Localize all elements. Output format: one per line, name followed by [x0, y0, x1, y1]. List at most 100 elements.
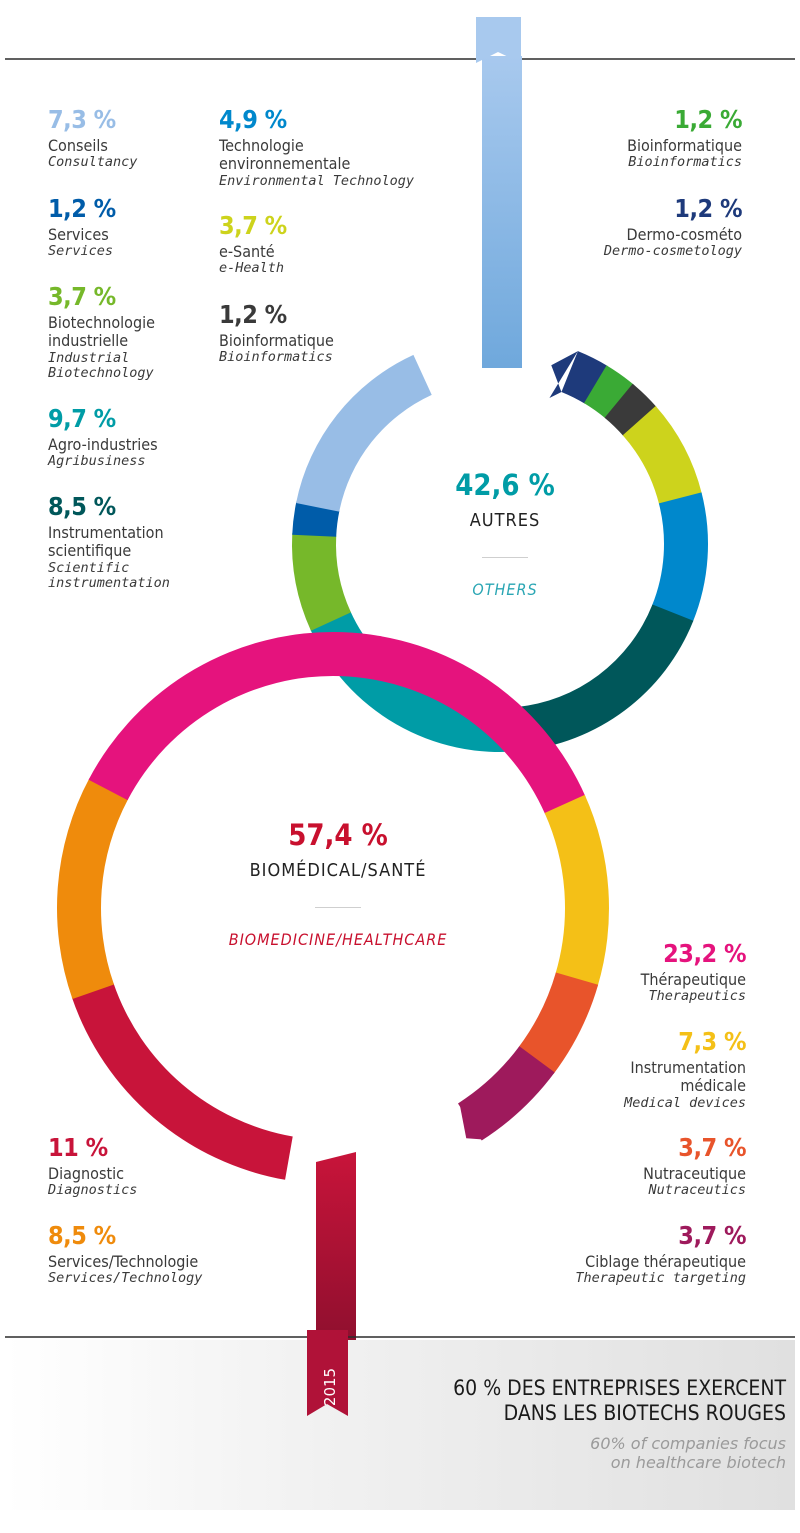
label-en: Bioinformatics	[628, 154, 742, 171]
label-en: Scientific instrumentation	[48, 559, 170, 592]
label-diagnostic: 11 % Diagnostic Diagnostics	[48, 1133, 138, 1199]
label-fr: Bioinformatique	[219, 330, 334, 350]
label-instrumentation-medicale: 7,3 % Instrumentation médicale Medical d…	[624, 1027, 746, 1111]
label-en: e-Health	[219, 260, 285, 277]
label-pct: 3,7 %	[678, 1221, 746, 1250]
biomed-segment-5	[457, 1046, 555, 1141]
autres-center: 42,6 % AUTRES OTHERS	[400, 468, 610, 599]
label-agro-industries: 9,7 % Agro-industries Agribusiness	[48, 404, 158, 470]
autres-title: AUTRES	[469, 510, 541, 531]
biomed-segment-3	[544, 794, 610, 987]
top-ribbon	[476, 17, 522, 368]
label-en: Nutraceutics	[648, 1182, 746, 1199]
label-fr: Nutraceutique	[643, 1163, 746, 1183]
label-pct: 7,3 %	[678, 1027, 746, 1056]
footer-panel	[5, 1340, 795, 1510]
label-pct: 8,5 %	[48, 1221, 116, 1250]
label-en: Medical devices	[624, 1094, 746, 1111]
label-fr: e-Santé	[219, 241, 275, 261]
label-pct: 7,3 %	[48, 105, 116, 134]
footer-title: 60 % DES ENTREPRISES EXERCENT DANS LES B…	[453, 1376, 786, 1426]
label-services: 1,2 % Services Services	[48, 194, 116, 260]
label-en: Services/Technology	[48, 1270, 203, 1287]
label-pct: 11 %	[48, 1133, 108, 1162]
label-dermo-cosmeto: 1,2 % Dermo-cosméto Dermo-cosmetology	[603, 194, 743, 260]
biomed-center: 57,4 % BIOMÉDICAL/SANTÉ BIOMEDICINE/HEAL…	[193, 818, 483, 949]
autres-segment-2	[604, 383, 657, 437]
label-e-sante: 3,7 % e-Santé e-Health	[219, 211, 287, 277]
label-en: Therapeutics	[648, 988, 746, 1005]
autres-segment-7	[291, 533, 351, 631]
label-fr: Thérapeutique	[640, 969, 746, 989]
autres-arrow-tip	[549, 351, 578, 398]
biomed-rule	[315, 907, 361, 908]
label-instrumentation-scientifique: 8,5 % Instrumentation scientifique Scien…	[48, 492, 170, 592]
label-pct: 1,2 %	[48, 194, 116, 223]
label-fr: Services/Technologie	[48, 1251, 199, 1271]
footer-ribbon	[307, 1330, 348, 1416]
label-fr: Technologie environnementale	[219, 135, 351, 174]
label-en: Agribusiness	[48, 453, 146, 470]
label-conseils: 7,3 % Conseils Consultancy	[48, 105, 138, 171]
label-en: Consultancy	[48, 154, 138, 171]
autres-segment-8	[292, 501, 340, 537]
autres-segment-5	[515, 604, 694, 752]
label-bioinformatique-right: 1,2 % Bioinformatique Bioinformatics	[627, 105, 742, 171]
label-fr: Bioinformatique	[627, 135, 742, 155]
autres-percentage: 42,6 %	[455, 468, 555, 502]
ring-biomed	[56, 632, 610, 1180]
biomed-title: BIOMÉDICAL/SANTÉ	[249, 860, 427, 881]
biomed-arrow-tip	[459, 1102, 484, 1140]
autres-segment-0	[561, 351, 608, 404]
autres-rule	[482, 557, 528, 558]
label-en: Dermo-cosmetology	[603, 243, 742, 260]
footer-ribbon-flag	[307, 1330, 348, 1416]
label-en: Diagnostics	[48, 1182, 138, 1199]
label-pct: 1,2 %	[674, 194, 742, 223]
label-fr: Biotechnologie industrielle	[48, 312, 155, 351]
label-technologie-environnementale: 4,9 % Technologie environnementale Envir…	[219, 105, 415, 189]
biomed-subtitle: BIOMEDICINE/HEALTHCARE	[228, 930, 448, 949]
label-fr: Services	[48, 224, 109, 244]
autres-subtitle: OTHERS	[472, 580, 538, 599]
top-ribbon-band	[482, 56, 522, 368]
bottom-ribbon	[316, 1152, 356, 1346]
label-fr: Dermo-cosméto	[626, 224, 742, 244]
label-bioinformatique-mid: 1,2 % Bioinformatique Bioinformatics	[219, 300, 334, 366]
label-fr: Instrumentation scientifique	[48, 522, 164, 561]
label-pct: 9,7 %	[48, 404, 116, 433]
label-pct: 23,2 %	[663, 939, 746, 968]
label-fr: Ciblage thérapeutique	[585, 1251, 746, 1271]
autres-segment-9	[296, 354, 432, 512]
biomed-segment-0	[71, 982, 293, 1180]
biomed-percentage: 57,4 %	[288, 818, 388, 852]
label-fr: Agro-industries	[48, 434, 158, 454]
label-pct: 3,7 %	[678, 1133, 746, 1162]
label-pct: 4,9 %	[219, 105, 287, 134]
label-fr: Instrumentation médicale	[630, 1057, 746, 1096]
top-ribbon-flag	[476, 17, 521, 63]
label-fr: Diagnostic	[48, 1163, 125, 1183]
autres-segment-1	[584, 365, 634, 419]
autres-segment-3	[622, 406, 702, 505]
autres-segment-4	[652, 492, 708, 623]
biomed-segment-4	[518, 972, 599, 1074]
label-pct: 1,2 %	[674, 105, 742, 134]
label-en: Environmental Technology	[219, 172, 415, 189]
label-pct: 3,7 %	[48, 282, 116, 311]
bottom-ribbon-band	[316, 1152, 356, 1346]
label-biotech-industrielle: 3,7 % Biotechnologie industrielle Indust…	[48, 282, 155, 382]
biomed-segment-2	[88, 632, 586, 815]
label-pct: 1,2 %	[219, 300, 287, 329]
label-en: Services	[48, 243, 114, 260]
label-therapeutique: 23,2 % Thérapeutique Therapeutics	[640, 939, 747, 1005]
label-en: Bioinformatics	[219, 349, 333, 366]
biomed-segment-1	[56, 778, 129, 999]
label-pct: 3,7 %	[219, 211, 287, 240]
label-pct: 8,5 %	[48, 492, 116, 521]
label-services-technologie: 8,5 % Services/Technologie Services/Tech…	[48, 1221, 203, 1287]
label-en: Industrial Biotechnology	[48, 349, 154, 382]
label-fr: Conseils	[48, 135, 108, 155]
